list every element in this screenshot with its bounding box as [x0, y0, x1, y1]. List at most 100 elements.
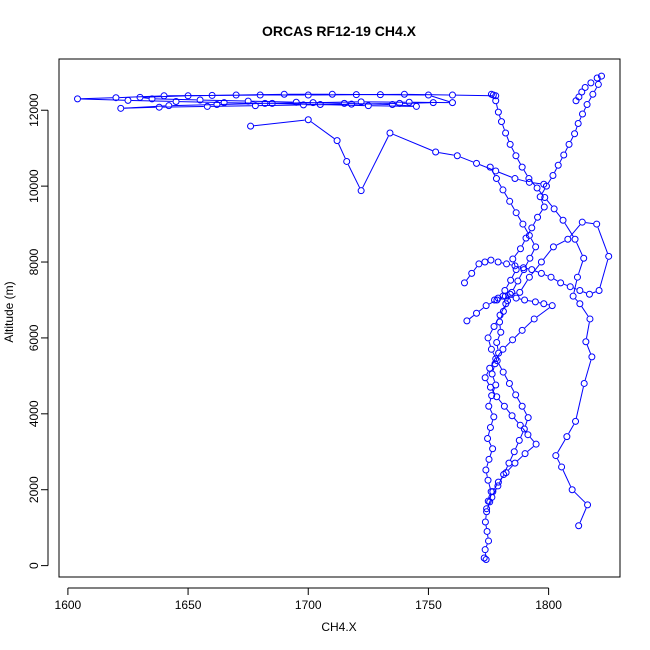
- series-points: [74, 72, 613, 564]
- series-segment: [576, 242, 583, 256]
- data-point: [429, 99, 437, 107]
- series-segment: [533, 220, 537, 226]
- data-point: [573, 273, 581, 281]
- series-segment: [478, 307, 484, 312]
- series-segment: [491, 389, 496, 395]
- data-point: [487, 345, 495, 353]
- data-point: [498, 118, 506, 126]
- data-point: [572, 417, 580, 425]
- data-point: [594, 80, 602, 88]
- data-point: [448, 99, 456, 107]
- data-point: [396, 99, 404, 107]
- series-segment: [585, 222, 594, 225]
- series-segment: [479, 164, 493, 171]
- data-point: [489, 445, 497, 453]
- y-tick-label: 6000: [27, 324, 41, 351]
- data-point: [292, 98, 300, 106]
- data-point: [549, 172, 557, 180]
- series-segment: [487, 430, 491, 436]
- data-point: [552, 452, 560, 460]
- data-point: [595, 286, 603, 294]
- series-segment: [521, 279, 528, 290]
- series-segment: [579, 117, 582, 121]
- series-segment: [486, 380, 490, 385]
- series-segment: [466, 275, 470, 281]
- data-point: [155, 103, 163, 111]
- data-point: [493, 357, 501, 365]
- data-point: [475, 260, 483, 268]
- series-segment: [513, 283, 517, 290]
- series-segment: [502, 124, 505, 130]
- data-point: [506, 140, 514, 148]
- series-segment: [520, 431, 524, 438]
- series-segment: [546, 199, 553, 207]
- data-point: [587, 79, 595, 87]
- series-segment: [395, 104, 413, 107]
- data-point: [482, 556, 490, 564]
- data-point: [473, 159, 481, 167]
- series-segment: [564, 147, 568, 153]
- series-segment: [489, 409, 493, 414]
- data-point: [518, 326, 526, 334]
- data-point: [515, 436, 523, 444]
- series-segment: [494, 484, 498, 489]
- series-segment: [460, 156, 474, 163]
- data-point: [585, 290, 593, 298]
- series-segment: [581, 306, 589, 317]
- data-point: [508, 412, 516, 420]
- data-point: [571, 130, 579, 138]
- data-point: [357, 187, 365, 195]
- series-segment: [544, 274, 548, 277]
- data-point: [491, 296, 499, 304]
- series-segment: [527, 446, 534, 452]
- series-segment: [588, 97, 592, 102]
- series-segment: [506, 136, 510, 142]
- data-point: [501, 292, 509, 300]
- series-segment: [131, 99, 173, 102]
- series-segment: [583, 107, 587, 112]
- data-point: [521, 450, 529, 458]
- series-segment: [582, 291, 587, 294]
- series-segment: [541, 188, 546, 194]
- data-point: [512, 391, 520, 399]
- data-point: [530, 315, 538, 323]
- series-segment: [496, 345, 499, 350]
- series-segment: [124, 106, 156, 109]
- series-segment: [220, 102, 262, 105]
- data-point: [160, 92, 168, 100]
- series-segment: [210, 105, 252, 107]
- data-point: [343, 157, 351, 165]
- data-point: [505, 459, 513, 467]
- data-point: [528, 266, 536, 274]
- data-point: [196, 96, 204, 104]
- series-segment: [497, 351, 502, 357]
- data-point: [508, 288, 516, 296]
- y-tick-label: 4000: [27, 400, 41, 427]
- data-point: [536, 193, 544, 201]
- series-segment: [559, 157, 563, 163]
- series-segment: [489, 494, 492, 499]
- data-point: [580, 254, 588, 262]
- data-point: [528, 224, 536, 232]
- series-segment: [523, 169, 528, 176]
- data-point: [492, 355, 500, 363]
- series-segment: [498, 363, 502, 370]
- data-point: [593, 220, 601, 228]
- series-segment: [489, 329, 493, 336]
- y-tick-label: 10000: [27, 169, 41, 203]
- series-segment: [575, 386, 584, 419]
- series-segment: [547, 178, 552, 184]
- y-tick-label: 12000: [27, 93, 41, 127]
- series-segment: [496, 104, 499, 109]
- series-segment: [80, 97, 113, 100]
- series-segment: [530, 238, 535, 245]
- series-segment: [473, 266, 478, 271]
- series-segment: [469, 315, 475, 320]
- data-point: [499, 368, 507, 376]
- series-segment: [514, 251, 519, 257]
- data-point: [576, 300, 584, 308]
- data-point: [268, 99, 276, 107]
- data-point: [492, 92, 500, 100]
- series-segment: [555, 211, 562, 218]
